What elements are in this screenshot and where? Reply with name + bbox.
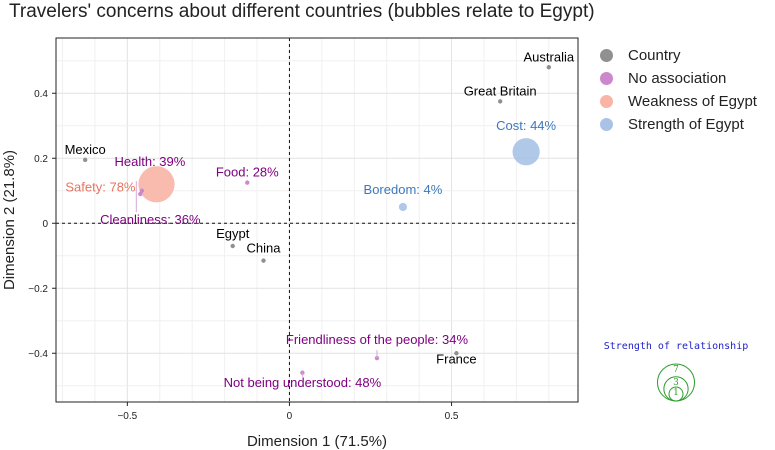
legend-dot-strength xyxy=(600,118,613,131)
legend-label: Country xyxy=(628,47,681,64)
y-tick-label: 0 xyxy=(42,219,48,230)
chart-title: Travelers' concerns about different coun… xyxy=(9,1,595,22)
legend-dot-no-association xyxy=(600,72,613,85)
legend-item-strength: Strength of Egypt xyxy=(600,113,757,136)
y-tick-label: 0.4 xyxy=(34,89,48,100)
legend-dot-country xyxy=(600,49,613,62)
label-great-britain: Great Britain xyxy=(464,83,537,98)
label-health-39: Health: 39% xyxy=(115,154,186,169)
point-cleanliness-36 xyxy=(138,191,143,197)
legend: Country No association Weakness of Egypt… xyxy=(600,44,757,136)
axes: −0.5 0 0.5 −0.4 −0.2 0 0.2 0.4 xyxy=(28,89,459,422)
label-australia: Australia xyxy=(524,49,575,64)
label-egypt: Egypt xyxy=(216,226,250,241)
label-france: France xyxy=(436,351,476,366)
legend-item-country: Country xyxy=(600,44,757,67)
legend-label: Weakness of Egypt xyxy=(628,93,757,110)
x-axis-label: Dimension 1 (71.5%) xyxy=(247,433,387,450)
size-key-value: 3 xyxy=(673,378,679,388)
point-food-28 xyxy=(245,180,250,185)
point-mexico xyxy=(82,157,88,163)
label-friendliness-of-the-people-34: Friendliness of the people: 34% xyxy=(286,332,469,347)
point-cost-44 xyxy=(512,138,540,166)
point-australia xyxy=(546,65,552,70)
label-mexico: Mexico xyxy=(65,142,106,157)
point-great-britain xyxy=(497,99,503,104)
legend-item-no-association: No association xyxy=(600,67,757,90)
label-boredom-4: Boredom: 4% xyxy=(364,182,443,197)
zero-reference-lines xyxy=(56,38,578,402)
point-china xyxy=(261,258,266,263)
x-tick-label: −0.5 xyxy=(117,411,137,422)
size-key-title: Strength of relationship xyxy=(604,341,749,352)
y-axis-label: Dimension 2 (21.8%) xyxy=(1,150,18,290)
y-tick-label: −0.2 xyxy=(28,284,48,295)
y-tick-label: 0.2 xyxy=(34,154,48,165)
point-health-39 xyxy=(139,188,145,193)
point-france xyxy=(454,351,459,356)
label-not-being-understood-48: Not being understood: 48% xyxy=(224,375,382,390)
size-key-circle xyxy=(668,386,684,402)
label-food-28: Food: 28% xyxy=(216,165,279,180)
size-key: Strength of relationship 7 31 xyxy=(604,341,749,402)
point-safety-78 xyxy=(138,166,175,203)
x-tick-label: 0.5 xyxy=(445,411,459,422)
label-safety-78: Safety: 78% xyxy=(65,179,136,194)
plot-frame xyxy=(55,37,579,403)
legend-item-weakness: Weakness of Egypt xyxy=(600,90,757,113)
legend-label: Strength of Egypt xyxy=(628,116,744,133)
size-key-value: 1 xyxy=(673,388,679,398)
legend-label: No association xyxy=(628,70,727,87)
label-cost-44: Cost: 44% xyxy=(496,118,556,133)
y-tick-label: −0.4 xyxy=(28,349,48,360)
legend-dot-weakness xyxy=(600,95,613,108)
x-tick-label: 0 xyxy=(287,411,293,422)
label-china: China xyxy=(247,241,282,256)
size-key-value: 7 xyxy=(673,365,679,375)
point-egypt xyxy=(230,243,235,249)
label-cleanliness-36: Cleanliness: 36% xyxy=(100,212,201,227)
point-boredom-4 xyxy=(398,202,408,212)
